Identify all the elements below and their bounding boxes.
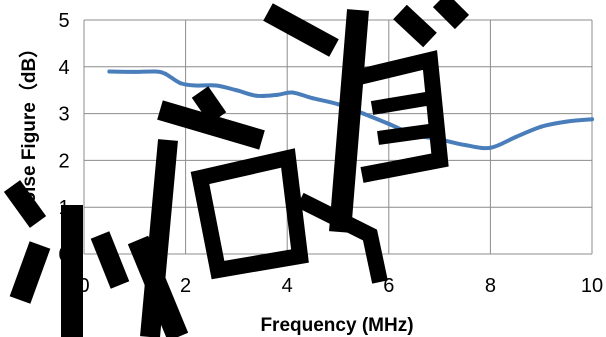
data-point-0-14 <box>386 121 391 126</box>
x-axis-title: Frequency (MHz) <box>260 315 413 336</box>
y-tick-label-4: 4 <box>58 57 69 79</box>
data-point-0-20 <box>539 124 544 129</box>
data-point-0-1 <box>132 69 137 74</box>
watermark-graphic <box>3 0 470 337</box>
y-tick-label-5: 5 <box>58 10 69 32</box>
y-axis-title: Noise Figure（dB） <box>17 39 40 217</box>
data-point-0-21 <box>564 119 569 124</box>
data-point-0-9 <box>275 92 279 97</box>
series-layer <box>107 69 594 151</box>
y-tick-label-2: 2 <box>58 150 69 172</box>
data-point-0-18 <box>488 145 493 150</box>
data-point-0-5 <box>193 83 198 88</box>
data-point-0-12 <box>336 102 340 107</box>
data-point-0-17 <box>463 143 467 147</box>
data-point-0-4 <box>178 81 183 86</box>
data-point-0-6 <box>214 83 219 88</box>
data-point-0-10 <box>290 90 295 95</box>
data-point-0-11 <box>310 96 315 101</box>
data-point-0-7 <box>234 88 239 93</box>
data-point-0-8 <box>254 93 259 98</box>
data-point-0-13 <box>361 111 366 116</box>
x-tick-label-3: 6 <box>383 275 394 297</box>
data-point-0-0 <box>107 69 112 74</box>
x-tick-label-1: 2 <box>180 275 191 297</box>
y-tick-label-3: 3 <box>58 104 69 126</box>
x-tick-label-2: 4 <box>282 275 293 297</box>
data-point-0-2 <box>153 69 158 74</box>
x-tick-label-5: 10 <box>581 275 603 297</box>
data-point-0-22 <box>590 117 594 122</box>
x-tick-label-0: 0 <box>78 275 89 297</box>
x-tick-labels: 0 2 4 6 8 10 <box>78 275 603 297</box>
x-tick-label-4: 8 <box>485 275 496 297</box>
data-point-0-19 <box>513 135 518 139</box>
data-point-0-3 <box>163 71 168 76</box>
